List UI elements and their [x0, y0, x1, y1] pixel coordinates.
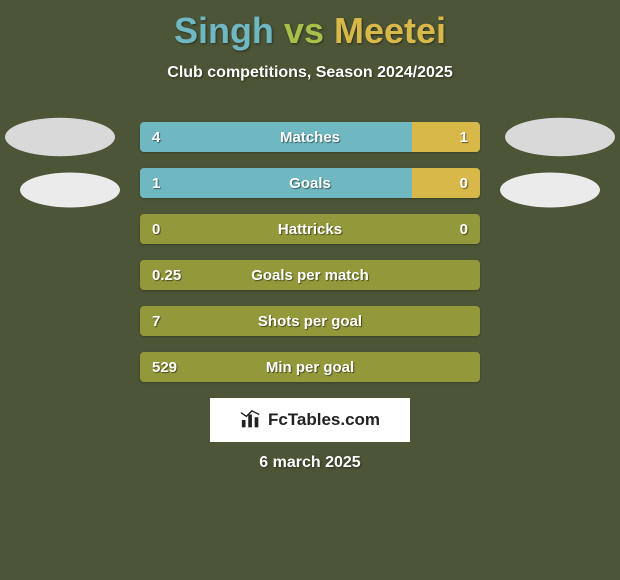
stat-label: Matches	[140, 122, 480, 152]
stat-label: Min per goal	[140, 352, 480, 382]
stat-label: Shots per goal	[140, 306, 480, 336]
vs-label: vs	[284, 10, 324, 51]
player2-name: Meetei	[334, 10, 446, 51]
bar-chart-icon	[240, 409, 262, 431]
stat-row: 529Min per goal	[140, 352, 480, 382]
stat-label: Hattricks	[140, 214, 480, 244]
stat-row: 7Shots per goal	[140, 306, 480, 336]
player1-photo-placeholder	[5, 118, 115, 157]
stat-row: 10Goals	[140, 168, 480, 198]
stat-row: 41Matches	[140, 122, 480, 152]
stat-label: Goals	[140, 168, 480, 198]
comparison-title: Singh vs Meetei	[0, 0, 620, 52]
date-label: 6 march 2025	[0, 454, 620, 472]
player2-photo-placeholder	[505, 118, 615, 157]
stat-rows-container: 41Matches 10Goals 00Hattricks 0.25Goals per…	[140, 122, 480, 398]
player2-flag-placeholder	[500, 173, 600, 208]
subtitle: Club competitions, Season 2024/2025	[0, 64, 620, 82]
branding-badge: FcTables.com	[210, 398, 410, 442]
stat-row: 00Hattricks	[140, 214, 480, 244]
stat-row: 0.25Goals per match	[140, 260, 480, 290]
player1-name: Singh	[174, 10, 274, 51]
player1-flag-placeholder	[20, 173, 120, 208]
branding-text: FcTables.com	[268, 410, 380, 430]
stat-label: Goals per match	[140, 260, 480, 290]
